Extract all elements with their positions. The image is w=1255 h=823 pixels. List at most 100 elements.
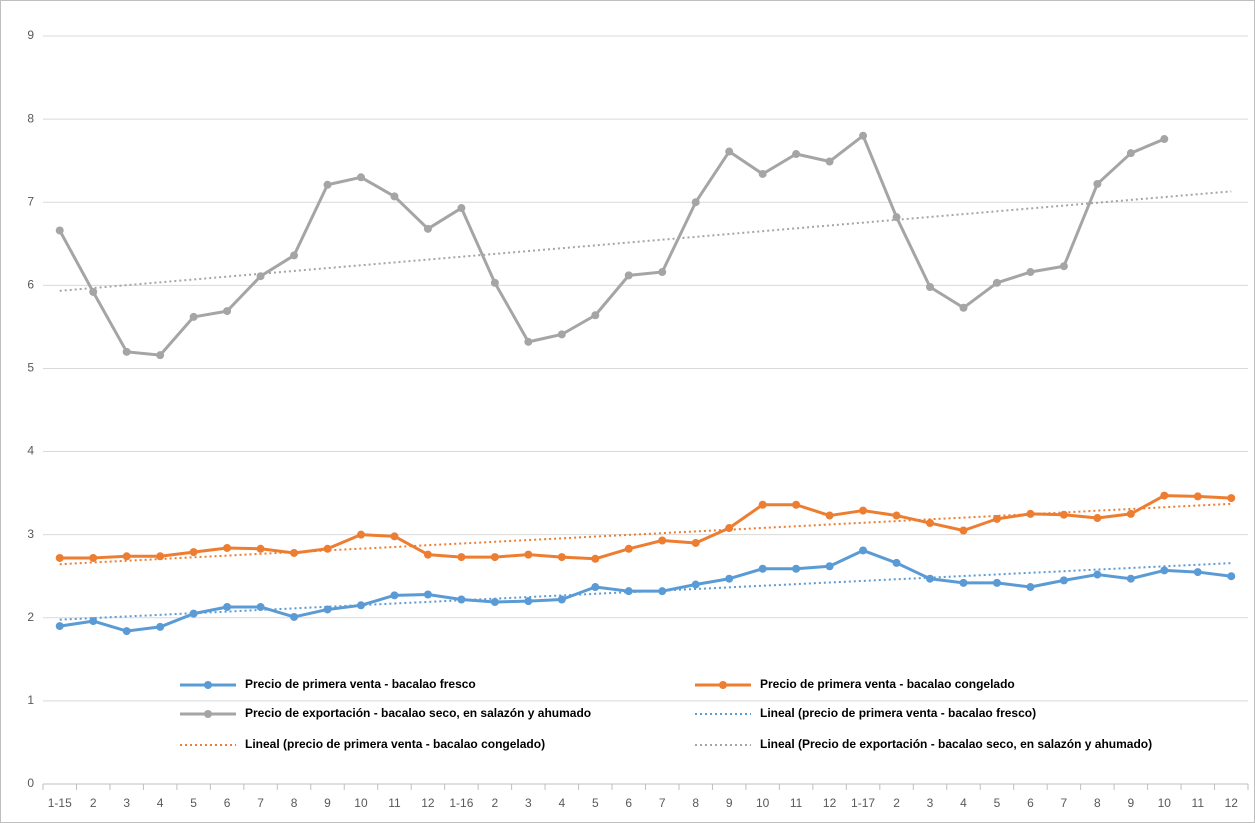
series-point bbox=[1160, 491, 1169, 500]
legend-label: Precio de primera venta - bacalao fresco bbox=[245, 677, 476, 691]
series-point bbox=[959, 526, 968, 535]
y-tick-label: 7 bbox=[27, 194, 34, 208]
series-point bbox=[290, 612, 299, 621]
x-tick-label: 11 bbox=[790, 796, 803, 810]
series-point bbox=[1227, 572, 1236, 581]
series-point bbox=[892, 558, 901, 567]
series-point bbox=[122, 552, 131, 561]
x-tick-label: 1-17 bbox=[851, 796, 875, 810]
series-point bbox=[89, 553, 98, 562]
y-tick-label: 0 bbox=[27, 776, 34, 790]
series-point bbox=[524, 337, 533, 346]
series-point bbox=[926, 282, 935, 291]
legend-swatch bbox=[204, 710, 212, 718]
series-line bbox=[59, 548, 1232, 633]
series-point bbox=[156, 622, 165, 631]
series-point bbox=[557, 330, 566, 339]
series-point bbox=[859, 506, 868, 515]
series-point bbox=[457, 553, 466, 562]
series-point bbox=[725, 524, 734, 533]
series-point bbox=[792, 564, 801, 573]
series-point bbox=[992, 278, 1001, 287]
series-point bbox=[892, 213, 901, 222]
x-tick-label: 1-16 bbox=[449, 796, 473, 810]
x-tick-label: 3 bbox=[927, 796, 934, 810]
series-point bbox=[524, 597, 533, 606]
x-tick-label: 8 bbox=[1094, 796, 1101, 810]
y-tick-label: 9 bbox=[27, 28, 34, 42]
x-tick-label: 4 bbox=[960, 796, 967, 810]
x-tick-label: 12 bbox=[421, 796, 435, 810]
series-point bbox=[725, 574, 734, 583]
series-point bbox=[859, 131, 868, 140]
series-point bbox=[390, 532, 399, 541]
series-point bbox=[423, 550, 432, 559]
series-point bbox=[256, 602, 265, 611]
series-point bbox=[1093, 514, 1102, 523]
x-tick-label: 3 bbox=[123, 796, 130, 810]
series-point bbox=[223, 602, 232, 611]
series-point bbox=[825, 562, 834, 571]
series-point bbox=[591, 583, 600, 592]
x-tick-label: 5 bbox=[190, 796, 197, 810]
series-point bbox=[792, 150, 801, 159]
x-tick-label: 10 bbox=[354, 796, 368, 810]
x-tick-label: 10 bbox=[756, 796, 770, 810]
series-point bbox=[825, 157, 834, 166]
series-point bbox=[490, 597, 499, 606]
series-point bbox=[390, 591, 399, 600]
series-point bbox=[89, 617, 98, 626]
series-point bbox=[156, 351, 165, 360]
y-tick-label: 3 bbox=[27, 527, 34, 541]
series-point bbox=[524, 550, 533, 559]
legend-swatch bbox=[204, 681, 212, 689]
series-point bbox=[423, 590, 432, 599]
series-line bbox=[58, 134, 1165, 357]
series-point bbox=[490, 553, 499, 562]
series-point bbox=[658, 587, 667, 596]
series-point bbox=[691, 198, 700, 207]
x-tick-label: 2 bbox=[90, 796, 97, 810]
series-line bbox=[59, 494, 1232, 561]
series-point bbox=[122, 627, 131, 636]
series-point bbox=[959, 303, 968, 312]
x-tick-label: 3 bbox=[525, 796, 532, 810]
series-point bbox=[323, 180, 332, 189]
x-tick-label: 10 bbox=[1158, 796, 1172, 810]
series-point bbox=[591, 554, 600, 563]
series-point bbox=[557, 553, 566, 562]
legend-swatch bbox=[719, 681, 727, 689]
series-point bbox=[1126, 509, 1135, 518]
series-point bbox=[557, 595, 566, 604]
series-point bbox=[892, 511, 901, 520]
x-tick-label: 7 bbox=[1061, 796, 1068, 810]
x-tick-label: 11 bbox=[388, 796, 401, 810]
series-point bbox=[1026, 268, 1035, 277]
series-point bbox=[624, 271, 633, 280]
y-tick-label: 1 bbox=[27, 693, 34, 707]
series-point bbox=[1093, 570, 1102, 579]
series-point bbox=[457, 595, 466, 604]
series-point bbox=[591, 311, 600, 320]
series-point bbox=[992, 578, 1001, 587]
series-point bbox=[223, 307, 232, 316]
series-point bbox=[725, 147, 734, 156]
series-point bbox=[792, 500, 801, 509]
trendline bbox=[59, 190, 1232, 292]
x-tick-label: 8 bbox=[692, 796, 699, 810]
y-tick-label: 6 bbox=[27, 278, 34, 292]
x-tick-label: 6 bbox=[224, 796, 231, 810]
x-tick-label: 7 bbox=[257, 796, 264, 810]
series-point bbox=[1026, 583, 1035, 592]
legend-label: Lineal (precio de primera venta - bacala… bbox=[245, 737, 545, 751]
series-point bbox=[55, 622, 64, 631]
x-tick-label: 11 bbox=[1192, 796, 1205, 810]
x-tick-label: 9 bbox=[1128, 796, 1135, 810]
series-point bbox=[89, 287, 98, 296]
series-point bbox=[859, 546, 868, 555]
series-point bbox=[290, 251, 299, 260]
series-point bbox=[691, 538, 700, 547]
series-point bbox=[55, 553, 64, 562]
x-tick-label: 12 bbox=[823, 796, 837, 810]
